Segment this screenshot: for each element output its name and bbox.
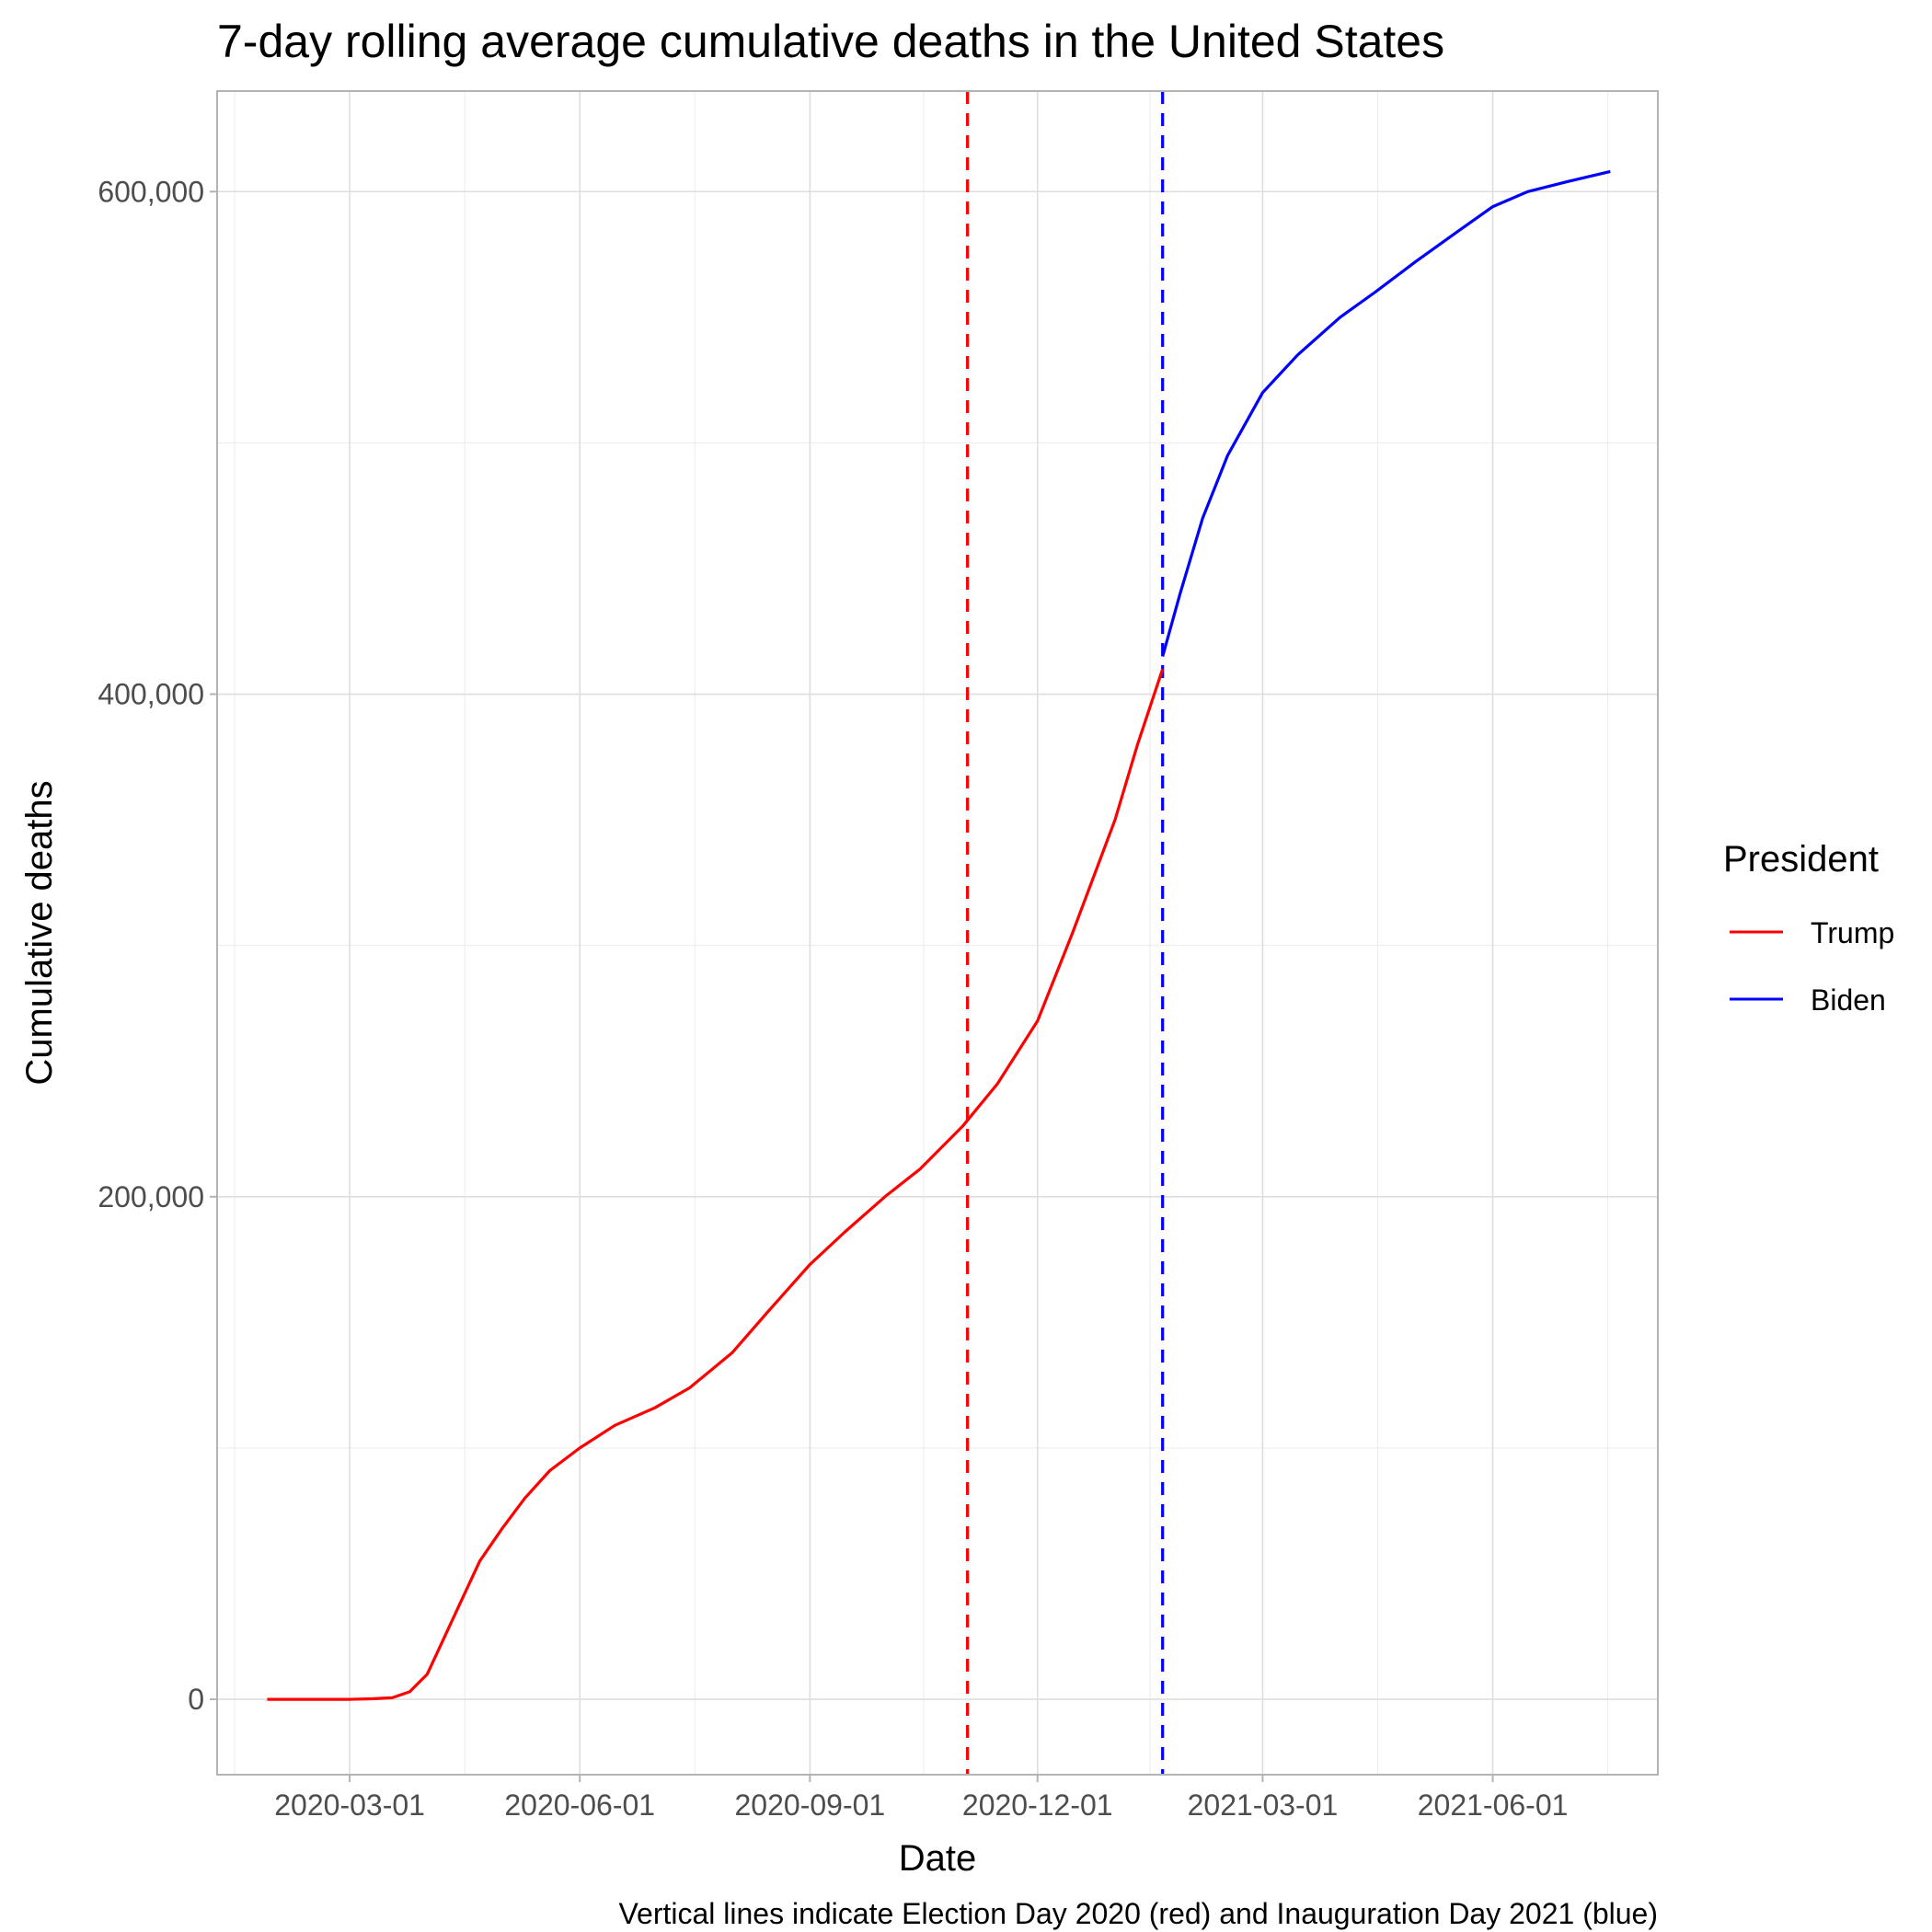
y-axis-title: Cumulative deaths <box>19 780 60 1085</box>
legend-title: President <box>1723 839 1879 880</box>
series-lines <box>267 169 1611 1701</box>
y-axis: 0 200,000 400,000 600,000 <box>98 175 217 1716</box>
legend-label-biden: Biden <box>1811 983 1886 1017</box>
x-axis-title: Date <box>899 1838 977 1879</box>
x-tick-label: 2020-06-01 <box>504 1788 655 1822</box>
y-tick-label: 0 <box>188 1683 204 1716</box>
x-tick-label: 2020-09-01 <box>735 1788 886 1822</box>
reference-lines <box>966 91 1165 1775</box>
series-line-trump <box>267 668 1165 1701</box>
plot-background <box>217 91 1658 1775</box>
caption: Vertical lines indicate Election Day 202… <box>618 1897 1658 1930</box>
grid-lines <box>217 91 1658 1775</box>
y-tick-label: 200,000 <box>98 1180 204 1213</box>
plot-border <box>216 90 1659 1776</box>
x-axis: 2020-03-01 2020-06-01 2020-09-01 2020-12-01… <box>274 1775 1568 1822</box>
x-tick-label: 2020-12-01 <box>962 1788 1113 1822</box>
x-tick-label: 2021-06-01 <box>1418 1788 1569 1822</box>
y-tick-label: 600,000 <box>98 175 204 208</box>
legend: President Trump Biden <box>1723 839 1894 1017</box>
y-tick-label: 400,000 <box>98 678 204 711</box>
x-tick-label: 2021-03-01 <box>1188 1788 1339 1822</box>
legend-label-trump: Trump <box>1811 916 1894 949</box>
chart-title: 7-day rolling average cumulative deaths … <box>217 16 1444 67</box>
series-line-biden <box>1161 169 1611 658</box>
x-tick-label: 2020-03-01 <box>274 1788 425 1822</box>
